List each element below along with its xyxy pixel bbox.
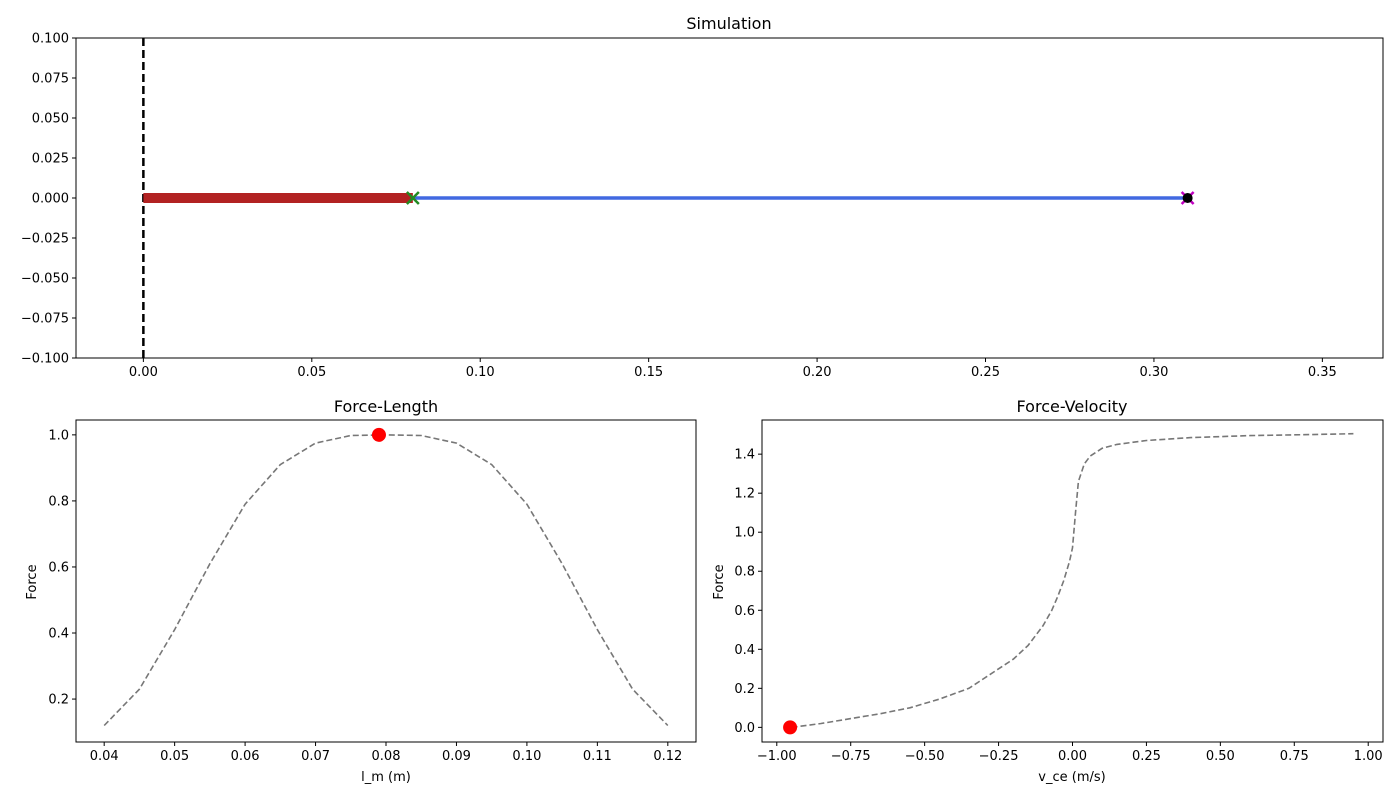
force-velocity-curve (791, 432, 1354, 729)
force-velocity-title: Force-Velocity (1017, 397, 1128, 416)
force-velocity-ytick-label: 1.4 (734, 448, 755, 463)
force-length-x-ticks: 0.04 0.05 0.06 0.07 0.08 0.09 0.10 0.11 0.12 (90, 742, 682, 764)
force-length-xtick-label: 0.07 (301, 749, 330, 764)
force-velocity-ytick-label: 1.0 (734, 526, 755, 541)
force-length-ytick-label: 0.4 (48, 627, 69, 642)
force-velocity-plot-area (783, 432, 1354, 735)
simulation-ytick-label: −0.025 (21, 232, 69, 247)
force-velocity-ytick-label: 1.2 (734, 487, 755, 502)
simulation-x-ticks: 0.00 0.05 0.10 0.15 0.20 0.25 0.30 0.35 (129, 358, 1337, 380)
simulation-data-layer (142, 38, 1195, 358)
force-length-ytick-label: 1.0 (48, 428, 69, 443)
simulation-ytick-label: 0.025 (32, 152, 69, 167)
force-length-xtick-label: 0.04 (90, 749, 119, 764)
force-velocity-xtick-label: 0.75 (1280, 749, 1309, 764)
force-length-axes-frame (75, 419, 697, 743)
force-length-xtick-label: 0.12 (653, 749, 682, 764)
force-velocity-data-layer (791, 432, 1354, 729)
force-velocity-axes-frame (761, 419, 1384, 743)
simulation-ytick-label: −0.075 (21, 312, 69, 327)
mass-marker (1182, 193, 1193, 203)
force-length-plot-area (103, 427, 669, 727)
simulation-title: Simulation (686, 14, 771, 33)
simulation-plot-area (142, 38, 1195, 358)
simulation-xtick-label: 0.25 (971, 365, 1000, 380)
force-velocity-x-ticks: −1.00 −0.75 −0.50 −0.25 0.00 0.25 0.50 0.75 1.00 (757, 742, 1383, 764)
force-length-ytick-label: 0.8 (48, 494, 69, 509)
force-velocity-y-ticks: 0.0 0.2 0.4 0.6 0.8 1.0 1.2 1.4 (734, 448, 762, 736)
force-velocity-xtick-label: 0.50 (1206, 749, 1235, 764)
force-velocity-xtick-label: −0.50 (905, 749, 945, 764)
force-length-panel: Force-Length 0.04 0.05 0.06 0.07 0.08 0.09 0.1… (25, 397, 697, 785)
force-velocity-ylabel: Force (712, 564, 727, 599)
simulation-xtick-label: 0.30 (1139, 365, 1168, 380)
simulation-xtick-label: 0.20 (803, 365, 832, 380)
simulation-xtick-label: 0.10 (466, 365, 495, 380)
force-length-ytick-label: 0.2 (48, 693, 69, 708)
force-velocity-xtick-label: −1.00 (757, 749, 797, 764)
force-velocity-ytick-label: 0.8 (734, 565, 755, 580)
simulation-ytick-label: −0.050 (21, 272, 69, 287)
force-velocity-ytick-label: 0.4 (734, 643, 755, 658)
force-length-current-point (371, 427, 386, 442)
simulation-ytick-label: 0.100 (32, 32, 69, 47)
simulation-axes-frame (75, 37, 1384, 359)
force-velocity-ytick-label: 0.0 (734, 721, 755, 736)
force-length-data-layer (103, 434, 669, 727)
simulation-ytick-label: 0.075 (32, 72, 69, 87)
force-velocity-panel: Force-Velocity −1.00 −0.75 −0.50 −0.25 0.00 0… (712, 397, 1384, 785)
force-length-xtick-label: 0.08 (372, 749, 401, 764)
simulation-xtick-label: 0.00 (129, 365, 158, 380)
force-velocity-xlabel: v_ce (m/s) (1038, 770, 1105, 785)
force-length-xtick-label: 0.11 (583, 749, 612, 764)
force-length-xtick-label: 0.05 (160, 749, 189, 764)
force-length-xlabel: l_m (m) (361, 770, 411, 785)
force-velocity-xtick-label: 0.25 (1132, 749, 1161, 764)
force-velocity-current-point (783, 720, 798, 735)
force-length-ytick-label: 0.6 (48, 560, 69, 575)
simulation-ytick-label: 0.050 (32, 112, 69, 127)
force-length-xtick-label: 0.10 (512, 749, 541, 764)
muscle-end-marker (405, 191, 420, 205)
simulation-xtick-label: 0.05 (297, 365, 326, 380)
force-length-xtick-label: 0.09 (442, 749, 471, 764)
force-velocity-ytick-label: 0.6 (734, 604, 755, 619)
force-velocity-ytick-label: 0.2 (734, 682, 755, 697)
force-length-curve (103, 434, 669, 727)
force-velocity-xtick-label: −0.75 (831, 749, 871, 764)
force-length-ylabel: Force (25, 564, 40, 599)
force-velocity-xtick-label: −0.25 (979, 749, 1019, 764)
force-length-title: Force-Length (334, 397, 438, 416)
simulation-ytick-label: −0.100 (21, 352, 69, 367)
force-length-y-ticks: 0.2 0.4 0.6 0.8 1.0 (48, 428, 76, 708)
simulation-y-ticks: 0.100 0.075 0.050 0.025 0.000 −0.025 −0.050 −0.… (21, 32, 76, 367)
force-velocity-xtick-label: 0.00 (1058, 749, 1087, 764)
simulation-xtick-label: 0.15 (634, 365, 663, 380)
force-velocity-xtick-label: 1.00 (1354, 749, 1383, 764)
simulation-xtick-label: 0.35 (1308, 365, 1337, 380)
simulation-ytick-label: 0.000 (32, 192, 69, 207)
simulation-panel: Simulation 0.00 0.05 0.10 0.15 0.20 0.25 0.30 0… (21, 14, 1384, 380)
force-length-xtick-label: 0.06 (231, 749, 260, 764)
